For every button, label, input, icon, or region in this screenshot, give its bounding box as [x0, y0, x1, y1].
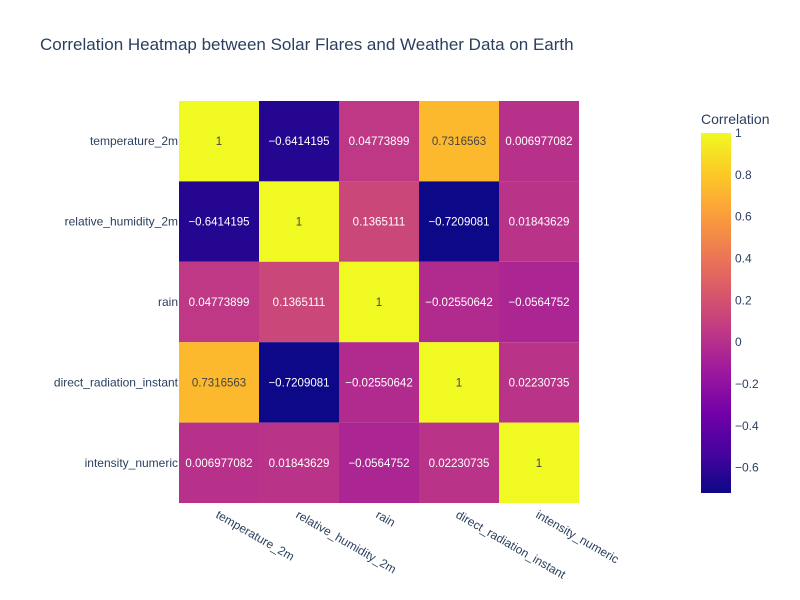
heatmap-cell: [179, 342, 259, 423]
x-tick-label: rain: [374, 507, 398, 529]
colorbar: Correlation 1 0.8 0.6 0.4 0.2 0 −0.2 −0.4 −0.6: [701, 111, 769, 493]
heatmap-cell: [179, 422, 259, 503]
heatmap-cell-label: 0.02230735: [509, 377, 570, 389]
heatmap-cell: [259, 101, 339, 182]
heatmap-cell: [419, 181, 499, 262]
colorbar-tick-label: 0.8: [735, 168, 752, 182]
heatmap-cell: [339, 181, 419, 262]
heatmap-cell-label: 0.01843629: [509, 217, 570, 229]
heatmap-cell: [419, 342, 499, 423]
colorbar-tick-label: 1: [735, 126, 742, 140]
colorbar-tick-labels: 1 0.8 0.6 0.4 0.2 0 −0.2 −0.4 −0.6: [735, 126, 759, 475]
colorbar-tick-label: 0.4: [735, 252, 752, 266]
heatmap-cell: [259, 181, 339, 262]
heatmap-cell-label: 1: [296, 217, 302, 229]
heatmap-cells: 1 −0.6414195 0.04773899 0.7316563 0.00697708…: [179, 101, 579, 503]
x-tick-label: temperature_2m: [214, 507, 297, 563]
heatmap-cell-label: 1: [216, 136, 222, 148]
colorbar-tick-label: 0.2: [735, 293, 752, 307]
colorbar-title: Correlation: [701, 111, 769, 127]
heatmap-cell-label: −0.02550642: [345, 377, 412, 389]
heatmap-cell-label: −0.7209081: [428, 217, 489, 229]
heatmap-cell-label: 0.04773899: [349, 136, 410, 148]
colorbar-tick-label: −0.6: [735, 461, 759, 475]
heatmap-cell-label: 0.006977082: [505, 136, 572, 148]
heatmap-cell-label: −0.6414195: [188, 217, 249, 229]
y-tick-label: temperature_2m: [90, 134, 178, 148]
heatmap-cell: [499, 261, 579, 343]
heatmap-cell: [339, 422, 419, 503]
y-tick-label: intensity_numeric: [85, 456, 178, 470]
heatmap-cell: [499, 101, 579, 182]
y-tick-label: rain: [158, 295, 178, 309]
heatmap-cell: [419, 422, 499, 503]
heatmap-cell: [499, 422, 579, 503]
heatmap-cell-label: 0.04773899: [189, 297, 250, 309]
heatmap-cell-label: −0.0564752: [348, 458, 409, 470]
heatmap-cell: [179, 101, 259, 182]
heatmap-cell: [259, 422, 339, 503]
heatmap-cell: [259, 342, 339, 423]
heatmap-cell-label: 1: [456, 377, 462, 389]
heatmap-cell-label: −0.02550642: [425, 297, 492, 309]
colorbar-tick-label: 0: [735, 335, 742, 349]
heatmap-cell: [259, 261, 339, 343]
y-tick-label: relative_humidity_2m: [65, 215, 178, 229]
colorbar-tick-label: −0.2: [735, 377, 759, 391]
heatmap-cell: [179, 181, 259, 262]
colorbar-gradient: [701, 133, 731, 493]
heatmap-cell-label: 1: [376, 297, 382, 309]
heatmap-cell: [419, 101, 499, 182]
heatmap-cell-label: −0.7209081: [268, 377, 329, 389]
heatmap-cell: [179, 261, 259, 343]
heatmap-cell: [339, 101, 419, 182]
heatmap-cell: [499, 181, 579, 262]
chart-title: Correlation Heatmap between Solar Flares…: [40, 35, 574, 54]
colorbar-tick-label: −0.4: [735, 419, 759, 433]
heatmap-cell: [339, 342, 419, 423]
heatmap-cell-label: 0.7316563: [192, 377, 246, 389]
heatmap-cell: [419, 261, 499, 343]
colorbar-tick-label: 0.6: [735, 210, 752, 224]
heatmap-cell-label: −0.6414195: [268, 136, 329, 148]
heatmap-cell-label: −0.0564752: [508, 297, 569, 309]
heatmap-cell-label: 0.1365111: [273, 297, 326, 309]
y-tick-label: direct_radiation_instant: [54, 375, 179, 389]
heatmap-cell-label: 0.1365111: [353, 217, 406, 229]
heatmap-cell-label: 0.006977082: [185, 458, 252, 470]
heatmap-cell-label: 0.01843629: [269, 458, 330, 470]
heatmap-cell: [499, 342, 579, 423]
heatmap-cell-label: 0.02230735: [429, 458, 490, 470]
heatmap-cell-label: 1: [536, 458, 542, 470]
heatmap-cell: [339, 261, 419, 343]
heatmap-cell-label: 0.7316563: [432, 136, 486, 148]
